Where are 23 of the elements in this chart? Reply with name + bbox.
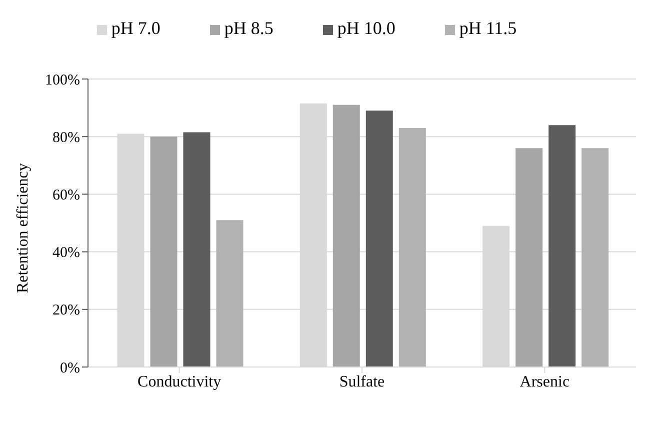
- legend-label: pH 8.5: [224, 18, 274, 38]
- legend-label: pH 11.5: [459, 18, 517, 38]
- x-tick-label: Conductivity: [138, 373, 222, 390]
- y-tick-label: 80%: [52, 130, 80, 146]
- y-axis-title: Retention efficiency: [14, 163, 32, 293]
- bar: [366, 110, 393, 367]
- y-tick-label: 60%: [52, 188, 80, 204]
- y-tick-label: 40%: [52, 245, 80, 262]
- bar: [150, 136, 178, 367]
- bar: [398, 128, 426, 367]
- y-tick-label: 0%: [60, 360, 80, 376]
- y-tick-label: 100%: [45, 72, 80, 88]
- legend-label: pH 10.0: [337, 18, 396, 38]
- bar: [216, 220, 244, 367]
- bar: [516, 148, 543, 367]
- bar: [582, 148, 609, 367]
- bar: [332, 104, 360, 367]
- bar: [548, 125, 576, 367]
- bar: [183, 132, 210, 367]
- x-tick-label: Sulfate: [339, 373, 385, 390]
- legend-label: pH 7.0: [111, 18, 160, 38]
- y-tick-label: 20%: [52, 302, 80, 319]
- x-tick-label: Arsenic: [520, 373, 570, 390]
